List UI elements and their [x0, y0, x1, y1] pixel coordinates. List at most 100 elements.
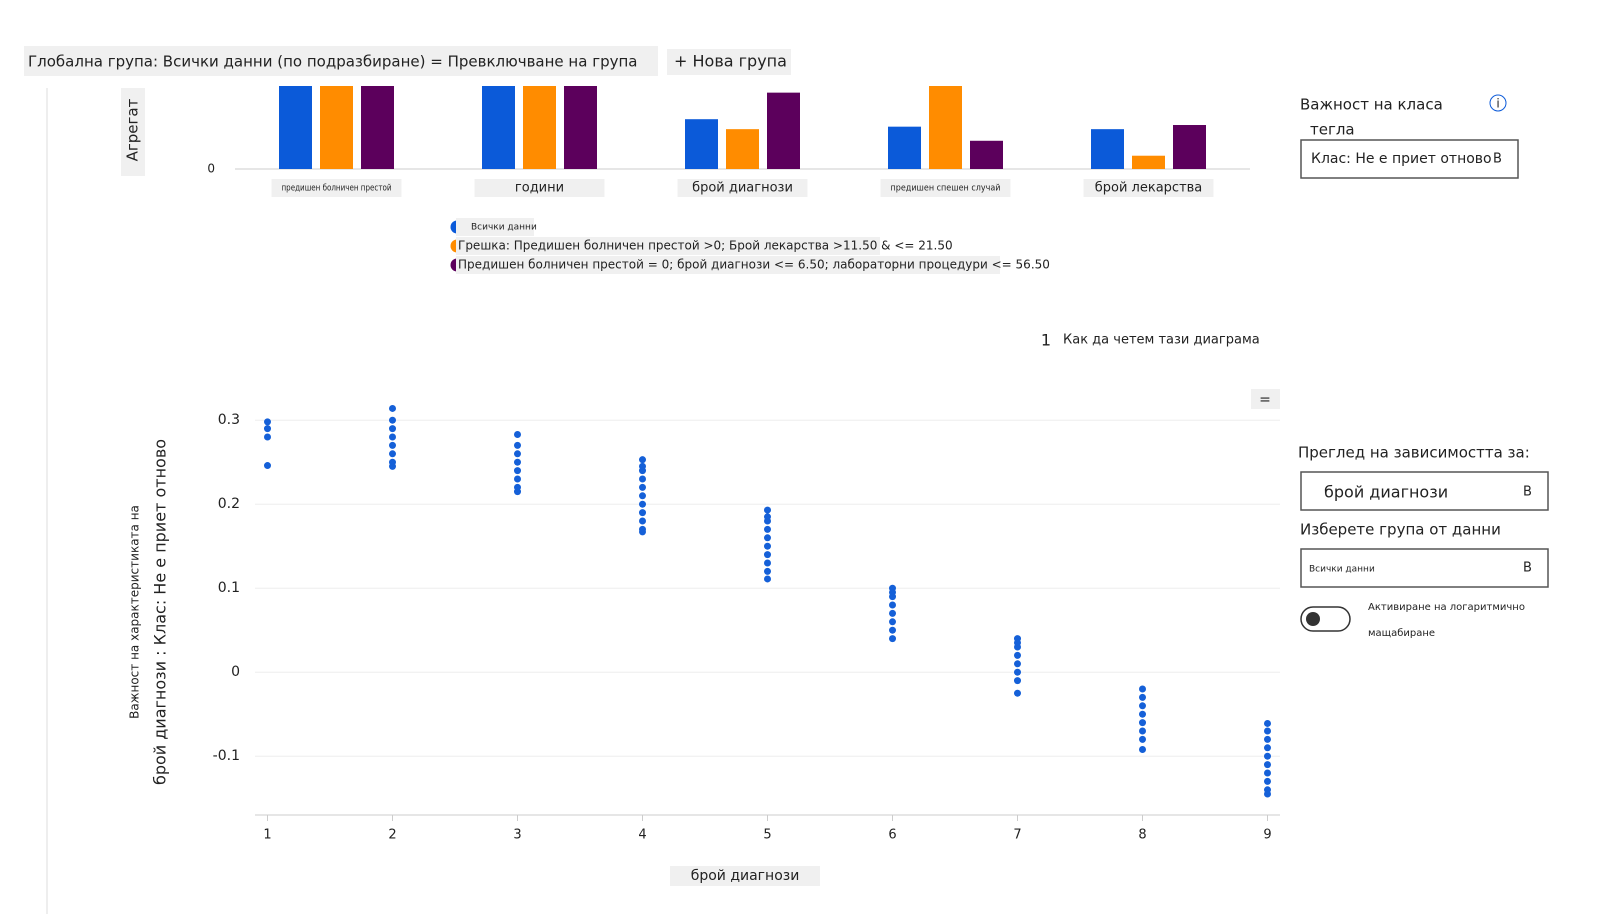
- x-tick-label: години: [515, 181, 564, 196]
- point: [1139, 702, 1146, 710]
- log-scale-label: мащабиране: [1368, 628, 1435, 639]
- header-title[interactable]: Глобална група: Всички данни (по подразб…: [28, 53, 637, 71]
- x-label-bg: [1083, 179, 1214, 197]
- point: [889, 609, 896, 617]
- dropdown-chevron[interactable]: В: [1493, 152, 1502, 167]
- point: [639, 483, 646, 491]
- point: [1264, 735, 1271, 743]
- x-label-bg: [677, 179, 808, 197]
- y-tick-label: 0: [207, 162, 215, 176]
- cohort-label: Изберете група от данни: [1300, 521, 1501, 539]
- bar: [888, 126, 921, 169]
- y-axis-label: Важност на характеристиката на: [128, 505, 142, 719]
- point: [1014, 677, 1021, 685]
- point: [1264, 790, 1271, 798]
- point: [764, 534, 771, 542]
- dropdown-chevron[interactable]: В: [1523, 485, 1532, 500]
- bar: [685, 119, 718, 169]
- point: [764, 575, 771, 583]
- x-tick-label: 2: [388, 828, 396, 843]
- dependence-dropdown[interactable]: брой диагнози: [1324, 483, 1448, 502]
- bar: [361, 86, 394, 169]
- new-group-button[interactable]: + Нова група: [674, 52, 787, 71]
- x-tick-label: 9: [1263, 828, 1271, 843]
- point: [764, 506, 771, 514]
- point: [1264, 727, 1271, 735]
- point: [764, 517, 771, 525]
- y-tick-label: 0.1: [218, 580, 240, 596]
- point: [1014, 689, 1021, 697]
- header-bg: [24, 46, 658, 76]
- dropdown-chevron[interactable]: В: [1523, 561, 1532, 576]
- point: [1139, 693, 1146, 701]
- point: [1139, 735, 1146, 743]
- point: [889, 626, 896, 634]
- bar: [929, 86, 962, 169]
- point: [1014, 651, 1021, 659]
- point: [264, 433, 271, 441]
- legend-label: Предишен болничен престой = 0; брой диаг…: [458, 258, 1050, 272]
- point: [1264, 777, 1271, 785]
- menu-button[interactable]: =: [1259, 392, 1271, 408]
- cohort-dropdown-box[interactable]: [1300, 548, 1549, 588]
- bar: [1132, 155, 1165, 169]
- point: [889, 593, 896, 601]
- cohort-dropdown[interactable]: Всички данни: [1309, 565, 1375, 575]
- bar: [970, 140, 1003, 169]
- new-group-bg[interactable]: [667, 49, 791, 75]
- point: [639, 492, 646, 500]
- x-label-bg: [670, 866, 820, 886]
- point: [514, 441, 521, 449]
- point: [1139, 745, 1146, 753]
- x-tick-label: 3: [513, 828, 521, 843]
- x-tick-label: предишен болничен престой: [282, 184, 392, 194]
- bar: [1173, 125, 1206, 169]
- point: [1139, 710, 1146, 718]
- point: [889, 601, 896, 609]
- point: [264, 418, 271, 426]
- point: [1139, 685, 1146, 693]
- x-tick-label: 5: [763, 828, 771, 843]
- how-to-read-number[interactable]: 1: [1041, 331, 1051, 350]
- point: [764, 525, 771, 533]
- log-toggle-knob[interactable]: [1306, 612, 1320, 626]
- x-tick-label: предишен спешен случай: [891, 184, 1001, 194]
- legend-bg: [456, 218, 534, 236]
- class-importance-label: тегла: [1310, 121, 1355, 139]
- point: [264, 462, 271, 470]
- point: [639, 456, 646, 464]
- point: [389, 404, 396, 412]
- point: [1264, 719, 1271, 727]
- bar: [767, 92, 800, 169]
- bar: [279, 86, 312, 169]
- y-axis-label: Агрегат: [124, 98, 142, 161]
- point: [514, 467, 521, 475]
- point: [1014, 668, 1021, 676]
- how-to-read-link[interactable]: Как да четем тази диаграма: [1063, 333, 1260, 348]
- class-dropdown-box[interactable]: [1300, 139, 1519, 179]
- point: [389, 416, 396, 424]
- y-tick-label: 0: [231, 664, 240, 680]
- point: [1139, 719, 1146, 727]
- info-icon-ring[interactable]: [1489, 94, 1507, 112]
- point: [1264, 744, 1271, 752]
- point: [764, 542, 771, 550]
- info-icon[interactable]: i: [1496, 97, 1499, 111]
- point: [1014, 643, 1021, 651]
- x-label-bg: [474, 179, 605, 197]
- point: [764, 551, 771, 559]
- x-tick-label: 6: [888, 828, 896, 843]
- y-label-bg: [121, 88, 145, 176]
- point: [1014, 660, 1021, 668]
- point: [389, 425, 396, 433]
- dependence-dropdown-box[interactable]: [1300, 471, 1549, 511]
- point: [514, 450, 521, 458]
- class-dropdown[interactable]: Клас: Не е приет отново: [1311, 151, 1492, 167]
- point: [389, 433, 396, 441]
- legend-bg: [456, 256, 1000, 274]
- dependence-label: Преглед на зависимостта за:: [1298, 444, 1530, 462]
- bar: [726, 129, 759, 169]
- bar: [1091, 129, 1124, 169]
- menu-button-bg[interactable]: [1251, 389, 1280, 409]
